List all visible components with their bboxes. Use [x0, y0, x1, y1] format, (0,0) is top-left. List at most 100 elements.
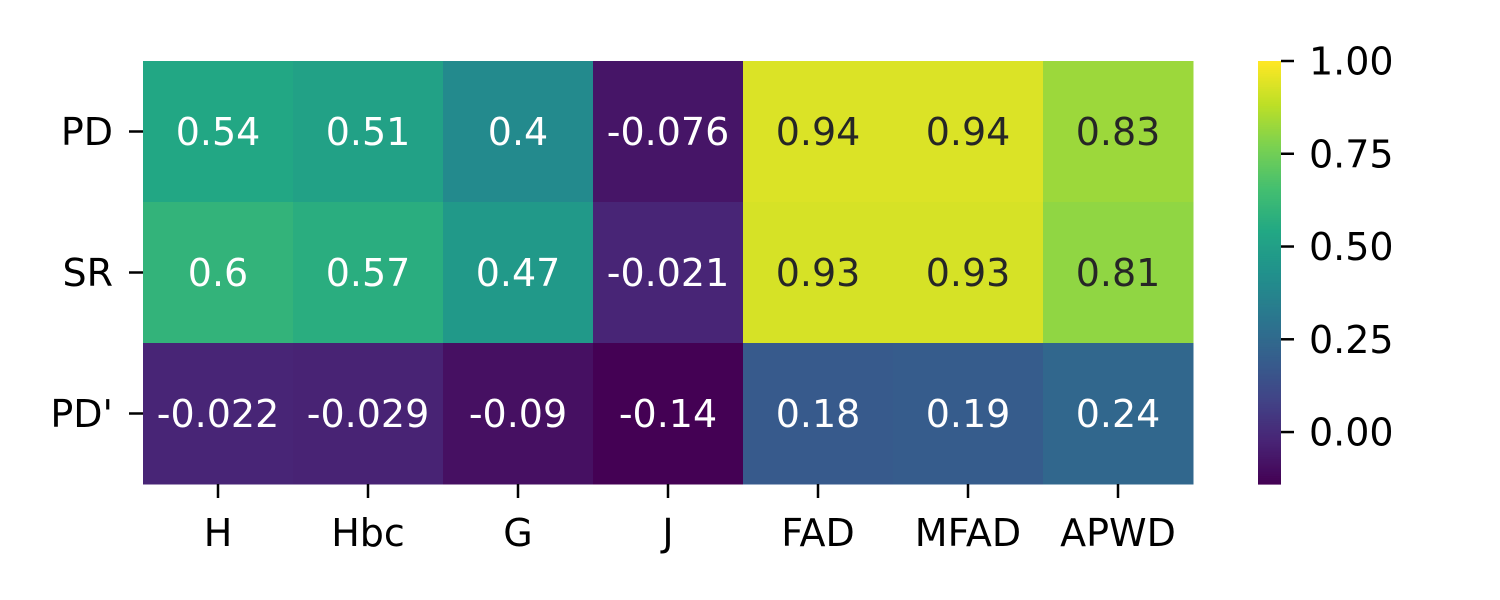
colorbar-segment — [1258, 422, 1281, 426]
heatmap-cell — [893, 343, 1044, 485]
colorbar-segment — [1258, 405, 1281, 409]
colorbar-segment — [1258, 84, 1281, 87]
cell-value-label: -0.029 — [307, 392, 430, 436]
colorbar-segment — [1258, 272, 1281, 276]
colorbar-segment — [1258, 71, 1281, 75]
colorbar-segment — [1258, 175, 1281, 178]
colorbar-segment — [1258, 308, 1281, 312]
colorbar-segment — [1258, 409, 1281, 413]
colorbar-segment — [1258, 255, 1281, 259]
colorbar-segment — [1258, 327, 1281, 331]
colorbar-segment — [1258, 215, 1281, 219]
heatmap-cell — [143, 343, 294, 485]
colorbar-segment — [1258, 414, 1281, 417]
colorbar-segment — [1258, 166, 1281, 170]
colorbar-segment — [1258, 183, 1281, 187]
colorbar-segment — [1258, 168, 1281, 172]
colorbar-segment — [1258, 280, 1281, 284]
heatmap-cell — [143, 202, 294, 344]
colorbar-segment — [1258, 477, 1281, 481]
colorbar-segment — [1258, 325, 1281, 329]
cell-value-label: 0.4 — [488, 110, 548, 154]
colorbar-segment — [1258, 69, 1281, 73]
colorbar-segment — [1258, 338, 1281, 341]
colorbar-segment — [1258, 63, 1281, 66]
colorbar-segment — [1258, 221, 1281, 225]
colorbar-segment — [1258, 475, 1281, 479]
colorbar-segment — [1258, 382, 1281, 386]
colorbar-segment — [1258, 397, 1281, 400]
colorbar-segment — [1258, 412, 1281, 415]
colorbar-segment — [1258, 124, 1281, 128]
colorbar-segment — [1258, 452, 1281, 455]
cell-value-label: 0.47 — [476, 251, 561, 295]
colorbar-segment — [1258, 82, 1281, 85]
colorbar-segment — [1258, 350, 1281, 354]
cell-value-label: 0.93 — [776, 251, 861, 295]
colorbar-segment — [1258, 458, 1281, 462]
colorbar-segment — [1258, 329, 1281, 333]
colorbar-segment — [1258, 469, 1281, 472]
colorbar-segment — [1258, 164, 1281, 168]
colorbar-segment — [1258, 471, 1281, 475]
colorbar-segment — [1258, 225, 1281, 229]
colorbar-segment — [1258, 429, 1281, 432]
cell-value-label: 0.81 — [1076, 251, 1161, 295]
colorbar-segment — [1258, 283, 1281, 286]
colorbar-segment — [1258, 464, 1281, 468]
colorbar-tick-label: 1.00 — [1309, 40, 1394, 84]
colorbar-segment — [1258, 194, 1281, 197]
colorbar-segment — [1258, 333, 1281, 337]
colorbar-segment — [1258, 92, 1281, 96]
heatmap-cell — [743, 202, 894, 344]
colorbar-segment — [1258, 147, 1281, 151]
colorbar: 0.00 0.25 0.50 0.75 1.00 — [1258, 40, 1394, 485]
colorbar-segment — [1258, 232, 1281, 236]
colorbar-segment — [1258, 259, 1281, 263]
colorbar-segment — [1258, 361, 1281, 365]
cell-annotations: 0.54 0.51 0.4 -0.076 0.94 0.94 0.83 0.6 0.57 0.47… — [157, 110, 1161, 436]
heatmap-cell — [593, 343, 744, 485]
colorbar-segment — [1258, 149, 1281, 153]
colorbar-segment — [1258, 321, 1281, 324]
colorbar-segment — [1258, 65, 1281, 68]
colorbar-segment — [1258, 187, 1281, 191]
colorbar-segment — [1258, 297, 1281, 301]
cell-value-label: 0.93 — [926, 251, 1011, 295]
x-tick-label: H — [204, 511, 233, 555]
heatmap-cell — [443, 61, 594, 203]
colorbar-segment — [1258, 374, 1281, 377]
heatmap-cell — [1043, 61, 1194, 203]
colorbar-segment — [1258, 141, 1281, 145]
colorbar-segment — [1258, 357, 1281, 360]
cell-value-label: 0.94 — [776, 110, 861, 154]
colorbar-segment — [1258, 162, 1281, 166]
colorbar-segment — [1258, 365, 1281, 369]
heatmap-cell — [143, 61, 294, 203]
y-tick-label: SR — [62, 251, 113, 295]
colorbar-segment — [1258, 424, 1281, 428]
colorbar-segment — [1258, 251, 1281, 255]
colorbar-segment — [1258, 209, 1281, 212]
cell-value-label: -0.09 — [469, 392, 567, 436]
heatmap-cell — [893, 202, 1044, 344]
colorbar-segment — [1258, 217, 1281, 221]
colorbar-segment — [1258, 295, 1281, 299]
colorbar-segment — [1258, 310, 1281, 314]
colorbar-segment — [1258, 211, 1281, 214]
colorbar-segment — [1258, 238, 1281, 242]
colorbar-segment — [1258, 352, 1281, 356]
colorbar-segment — [1258, 160, 1281, 164]
colorbar-segment — [1258, 433, 1281, 436]
colorbar-segment — [1258, 403, 1281, 407]
colorbar-segment — [1258, 426, 1281, 430]
colorbar-segment — [1258, 407, 1281, 411]
colorbar-segment — [1258, 266, 1281, 269]
colorbar-segment — [1258, 304, 1281, 307]
x-tick-label: J — [660, 511, 673, 555]
colorbar-segment — [1258, 367, 1281, 371]
colorbar-segment — [1258, 268, 1281, 271]
colorbar-segment — [1258, 223, 1281, 227]
colorbar-segment — [1258, 319, 1281, 322]
colorbar-segment — [1258, 115, 1281, 119]
